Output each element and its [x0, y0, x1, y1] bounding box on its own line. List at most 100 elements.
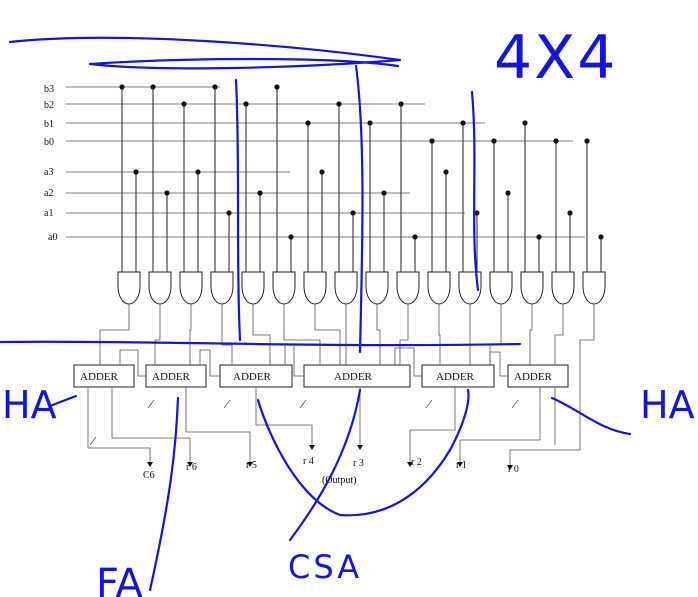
junction-dot: [226, 210, 232, 216]
junction-dot: [367, 120, 373, 126]
csa-bracket-mid: [354, 64, 364, 354]
input-label-b1: b1: [44, 119, 54, 130]
gate-to-adder-wires: [99, 304, 595, 465]
and-gate-9: [365, 120, 389, 305]
and-gate-shape: [334, 271, 358, 305]
and-gate-8: [334, 101, 358, 305]
and-gate-shape: [582, 271, 606, 305]
and-gate-shape: [210, 271, 234, 305]
csa-bracket-right: [470, 90, 480, 292]
junction-dot: [553, 138, 559, 144]
and-gate-shape: [427, 271, 451, 305]
junction-dot: [133, 169, 139, 175]
output-r0: r 0: [508, 464, 519, 475]
and-gate-shape: [148, 271, 172, 305]
junction-dot: [274, 84, 280, 90]
ink-annotations: 4X4 HA HA FA CSA: [0, 23, 695, 597]
and-gate-array: [117, 84, 606, 305]
adder-2: ADDER: [145, 364, 207, 388]
and-gate-2: [148, 84, 172, 305]
and-gate-3: [179, 101, 203, 305]
and-gate-4: [210, 84, 234, 305]
input-label-a3: a3: [44, 167, 53, 178]
input-label-a0: a0: [48, 232, 57, 243]
and-gate-13: [489, 138, 513, 305]
and-gate-shape: [303, 271, 327, 305]
input-label-a2: a2: [44, 188, 53, 199]
junction-dot: [474, 210, 480, 216]
junction-dot: [584, 138, 590, 144]
and-gate-shape: [551, 271, 575, 305]
input-labels: b3 b2 b1 b0 a3 a2 a1 a0: [44, 84, 57, 243]
and-gate-shape: [365, 271, 389, 305]
output-c6: C6: [143, 470, 155, 481]
output-r3: r 3: [353, 458, 364, 469]
input-label-a1: a1: [44, 208, 53, 219]
adder-3-label: ADDER: [233, 371, 272, 383]
adder-5-label: ADDER: [436, 371, 475, 383]
output-r5: r 5: [246, 460, 257, 471]
input-label-b2: b2: [44, 100, 54, 111]
junction-dot: [319, 169, 325, 175]
junction-dot: [598, 234, 604, 240]
adder-6: ADDER: [507, 364, 569, 388]
junction-dot: [150, 84, 156, 90]
and-gate-shape: [489, 271, 513, 305]
output-r4: r 4: [303, 456, 314, 467]
adder-row: ADDER ADDER ADDER ADDER ADDER ADDER: [73, 364, 569, 388]
annotation-csa: CSA: [288, 548, 362, 586]
ha-left-pointer: [48, 394, 78, 408]
and-gate-shape: [179, 271, 203, 305]
and-gate-shape: [241, 271, 265, 305]
csa-pointer: [288, 388, 362, 542]
junction-dot: [381, 190, 387, 196]
adder-5: ADDER: [421, 364, 495, 388]
and-gate-shape: [117, 271, 141, 305]
adder-6-label: ADDER: [514, 371, 553, 383]
csa-bracket-left: [234, 78, 242, 342]
junction-dot: [536, 234, 542, 240]
output-r1: r 1: [456, 460, 467, 471]
input-label-b0: b0: [44, 137, 54, 148]
and-gate-shape: [458, 271, 482, 305]
and-gate-1: [117, 84, 141, 305]
junction-dot: [491, 138, 497, 144]
and-gate-14: [520, 120, 544, 305]
junction-dot: [257, 190, 263, 196]
input-label-b3: b3: [44, 84, 54, 95]
adder-4: ADDER: [303, 364, 411, 388]
junction-dot: [460, 120, 466, 126]
and-gate-shape: [520, 271, 544, 305]
and-gate-11: [427, 138, 451, 305]
ha-right-pointer: [550, 396, 632, 436]
fa-pointer: [148, 396, 180, 592]
adder-2-label: ADDER: [152, 371, 191, 383]
junction-dot: [195, 169, 201, 175]
and-gate-6: [272, 84, 296, 305]
output-caption: (Output): [322, 475, 356, 486]
and-gate-15: [551, 138, 575, 305]
junction-dot: [305, 120, 311, 126]
junction-dot: [350, 210, 356, 216]
and-gate-10: [396, 101, 420, 305]
and-gate-shape: [272, 271, 296, 305]
junction-dot: [243, 101, 249, 107]
annotation-ha-right: HA: [640, 383, 695, 427]
output-wires: [87, 387, 556, 462]
and-gate-7: [303, 120, 327, 305]
gate-underline: [0, 340, 522, 347]
junction-dot: [505, 190, 511, 196]
input-buses: [66, 86, 585, 238]
junction-dot: [119, 84, 125, 90]
junction-dot: [522, 120, 528, 126]
junction-dot: [412, 234, 418, 240]
junction-dot: [336, 101, 342, 107]
junction-dot: [429, 138, 435, 144]
and-gate-12: [458, 120, 482, 305]
annotation-ha-left: HA: [2, 383, 57, 427]
annotation-4x4: 4X4: [494, 23, 617, 93]
outputs: C6 r 6 r 5 r 4 r 3 (Output) r 2 r 1 r 0: [143, 445, 519, 486]
adder-1: ADDER: [73, 364, 135, 388]
junction-dot: [164, 190, 170, 196]
